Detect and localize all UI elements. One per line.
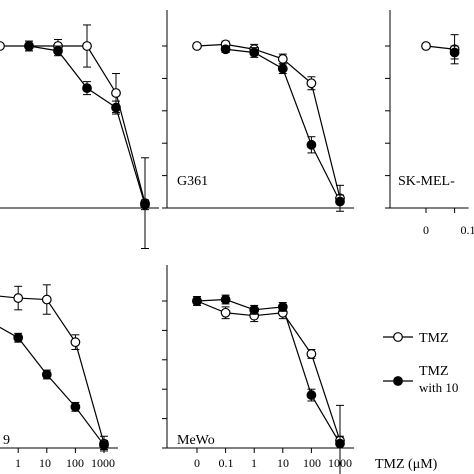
data-point-tmz-combo [220, 294, 231, 305]
panel-g361-marks [192, 39, 345, 212]
bottom-left-x-tick-1: 10 [39, 456, 51, 470]
data-point-tmz-combo [277, 301, 288, 312]
data-point-tmz-combo [449, 47, 460, 58]
data-point-tmz-combo [99, 440, 109, 450]
panel-bottom-left: 9 1 10 100 1000 [0, 284, 118, 470]
mewo-x-tick-2: 1 [251, 456, 257, 470]
panel-mewo-marks [192, 294, 345, 474]
data-point-tmz [0, 41, 5, 51]
bottom-left-x-tick-0: 1 [15, 456, 21, 470]
data-point-tmz-combo [249, 47, 260, 58]
bottom-left-x-tick-3: 1000 [91, 456, 115, 470]
data-point-tmz-combo [192, 296, 202, 306]
data-point-tmz [111, 88, 121, 98]
data-point-tmz [41, 294, 52, 305]
data-point-tmz-combo [70, 401, 81, 412]
legend-filled-circle-icon [393, 376, 403, 386]
series-line-tmz-combo [196, 298, 341, 444]
panel-top-left-marks [0, 24, 150, 249]
panel-top-left-lines [0, 45, 146, 205]
legend-sublabel-tmz-combo: with 10 [419, 380, 458, 395]
data-point-tmz [192, 41, 202, 51]
data-point-tmz [277, 54, 288, 64]
data-point-tmz-combo [335, 196, 345, 207]
panel-bottom-left-marks [13, 284, 109, 452]
legend-label-tmz: TMZ [419, 331, 449, 346]
series-line-tmz-combo [28, 45, 146, 205]
x-axis-title: TMZ (μM) [375, 457, 438, 472]
series-line-tmz [196, 43, 341, 199]
sk-mel-x-tick-0: 0 [423, 223, 429, 237]
panel-g361-lines [196, 43, 341, 202]
panel-label-g361: G361 [177, 174, 208, 189]
data-point-tmz [13, 293, 24, 303]
series-line-tmz [0, 295, 105, 444]
sk-mel-x-tick-1: 0.1 [461, 223, 474, 237]
data-point-tmz-combo [41, 369, 52, 380]
legend-open-circle-icon [393, 332, 403, 342]
panel-sk-mel-axes [385, 10, 469, 213]
data-point-tmz-combo [82, 83, 92, 94]
data-point-tmz-combo [53, 45, 63, 56]
panel-sk-mel-marks [421, 34, 460, 65]
panel-sk-mel: SK-MEL- 0 0.1 [385, 10, 474, 237]
panel-mewo-axes [162, 265, 354, 453]
bottom-left-x-tick-2: 100 [66, 456, 84, 470]
data-point-tmz [421, 41, 431, 51]
data-point-tmz [82, 41, 92, 51]
mewo-x-tick-3: 10 [277, 456, 289, 470]
data-point-tmz-combo [335, 438, 345, 449]
data-point-tmz-combo [140, 199, 150, 210]
data-point-tmz-combo [277, 63, 288, 74]
data-point-tmz-combo [306, 139, 317, 150]
panel-label-sk-mel: SK-MEL- [398, 174, 455, 189]
series-line-tmz [196, 300, 341, 441]
data-point-tmz-combo [24, 41, 34, 51]
legend-label-tmz-combo: TMZ [419, 364, 449, 379]
panel-g361: G361 [162, 10, 354, 212]
data-point-tmz-combo [13, 332, 24, 343]
mewo-x-tick-4: 100 [303, 456, 321, 470]
legend: TMZ TMZ with 10 [383, 331, 458, 395]
data-point-tmz [70, 337, 81, 348]
data-point-tmz-combo [249, 304, 260, 315]
mewo-x-tick-1: 0.1 [219, 456, 234, 470]
panel-mewo: MeWo 0 0.1 1 10 100 1000 TMZ (μM) [162, 265, 438, 474]
data-point-tmz-combo [111, 102, 121, 113]
data-point-tmz-combo [306, 390, 317, 400]
data-point-tmz [220, 307, 231, 318]
data-point-tmz [306, 78, 317, 89]
panel-label-bottom-left: 9 [3, 433, 10, 448]
mewo-x-tick-5: 1000 [328, 456, 352, 470]
mewo-x-tick-0: 0 [194, 456, 200, 470]
data-point-tmz-combo [220, 44, 231, 55]
panel-label-mewo: MeWo [177, 433, 215, 448]
panel-g361-axes [162, 10, 354, 209]
data-point-tmz [306, 349, 317, 359]
panel-top-left [0, 24, 159, 249]
panel-bottom-left-lines [0, 295, 105, 446]
panel-mewo-lines [196, 298, 341, 444]
